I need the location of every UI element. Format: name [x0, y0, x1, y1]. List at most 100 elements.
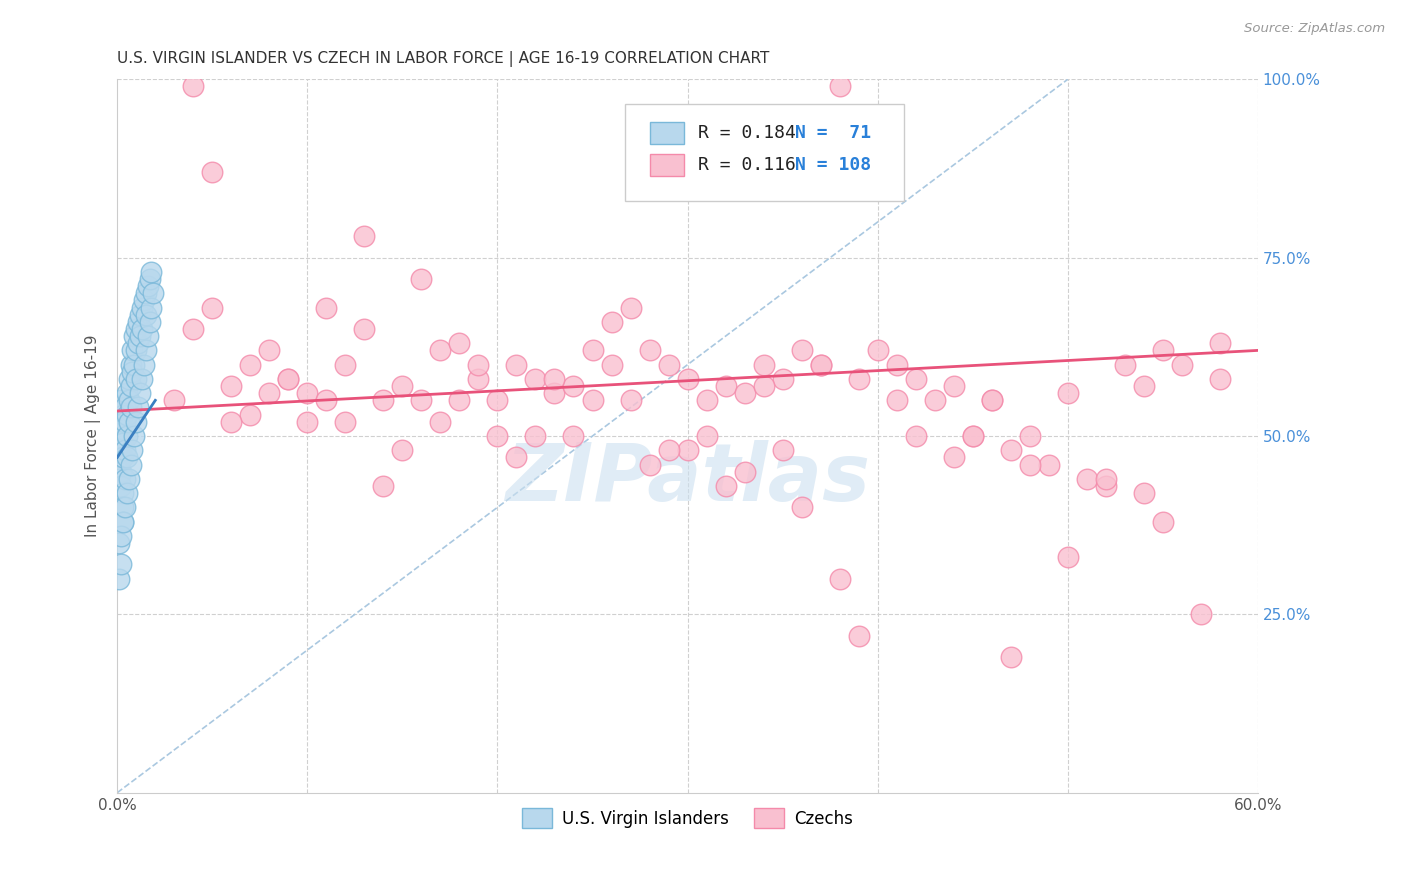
- Point: [1056, 386, 1078, 401]
- Point: [181, 79, 204, 94]
- Point: [772, 443, 794, 458]
- Point: [114, 443, 136, 458]
- Point: [657, 443, 679, 458]
- Point: [411, 393, 433, 408]
- Point: [110, 415, 132, 429]
- Point: [115, 429, 138, 443]
- Point: [142, 286, 165, 301]
- Point: [108, 536, 131, 550]
- Point: [108, 572, 131, 586]
- Point: [810, 358, 832, 372]
- Point: [904, 429, 927, 443]
- Point: [1133, 379, 1156, 393]
- Point: [335, 415, 357, 429]
- Point: [110, 529, 132, 543]
- Point: [848, 629, 870, 643]
- Point: [828, 572, 851, 586]
- Point: [135, 308, 157, 322]
- Point: [600, 358, 623, 372]
- Point: [562, 429, 585, 443]
- Point: [1000, 443, 1022, 458]
- Point: [201, 301, 224, 315]
- Point: [676, 372, 699, 386]
- Point: [181, 322, 204, 336]
- Point: [110, 479, 132, 493]
- Point: [127, 315, 149, 329]
- Point: [714, 479, 737, 493]
- Point: [429, 415, 451, 429]
- Point: [600, 315, 623, 329]
- Point: [120, 401, 142, 415]
- Point: [239, 358, 262, 372]
- Point: [141, 301, 163, 315]
- Point: [115, 450, 138, 465]
- Point: [129, 329, 152, 343]
- Point: [676, 443, 699, 458]
- Point: [108, 429, 131, 443]
- Point: [259, 343, 281, 358]
- Text: N = 108: N = 108: [794, 156, 870, 174]
- Point: [619, 301, 641, 315]
- Point: [131, 322, 153, 336]
- Point: [163, 393, 186, 408]
- Point: [129, 308, 152, 322]
- Text: N =  71: N = 71: [794, 124, 870, 142]
- Point: [904, 372, 927, 386]
- Point: [259, 386, 281, 401]
- Point: [111, 436, 134, 450]
- Y-axis label: In Labor Force | Age 16-19: In Labor Force | Age 16-19: [86, 334, 101, 537]
- Legend: U.S. Virgin Islanders, Czechs: U.S. Virgin Islanders, Czechs: [516, 802, 859, 834]
- Point: [581, 393, 603, 408]
- Point: [129, 386, 152, 401]
- Point: [1189, 607, 1212, 622]
- FancyBboxPatch shape: [624, 104, 904, 201]
- Point: [467, 372, 489, 386]
- Point: [980, 393, 1002, 408]
- Point: [467, 358, 489, 372]
- Point: [111, 450, 134, 465]
- Point: [111, 515, 134, 529]
- Text: U.S. VIRGIN ISLANDER VS CZECH IN LABOR FORCE | AGE 16-19 CORRELATION CHART: U.S. VIRGIN ISLANDER VS CZECH IN LABOR F…: [117, 51, 769, 67]
- Point: [110, 465, 132, 479]
- Point: [524, 429, 547, 443]
- Point: [1018, 458, 1040, 472]
- Point: [1133, 486, 1156, 500]
- Point: [221, 379, 243, 393]
- Point: [886, 393, 908, 408]
- Point: [714, 379, 737, 393]
- Point: [111, 408, 134, 422]
- Point: [942, 450, 965, 465]
- Point: [942, 379, 965, 393]
- Point: [121, 343, 143, 358]
- Point: [114, 500, 136, 515]
- Point: [1076, 472, 1098, 486]
- Point: [1094, 472, 1116, 486]
- Point: [118, 415, 141, 429]
- Point: [543, 372, 565, 386]
- Point: [239, 408, 262, 422]
- Point: [790, 343, 813, 358]
- Point: [125, 322, 148, 336]
- Point: [886, 358, 908, 372]
- Point: [127, 401, 149, 415]
- Point: [315, 393, 337, 408]
- Point: [110, 393, 132, 408]
- Point: [353, 322, 375, 336]
- Point: [1114, 358, 1136, 372]
- Point: [297, 415, 319, 429]
- Point: [125, 343, 148, 358]
- Point: [790, 500, 813, 515]
- Point: [120, 358, 142, 372]
- Point: [221, 415, 243, 429]
- Point: [924, 393, 946, 408]
- Point: [752, 358, 775, 372]
- Point: [315, 301, 337, 315]
- Point: [124, 429, 146, 443]
- Point: [111, 486, 134, 500]
- Point: [1209, 336, 1232, 351]
- Point: [141, 265, 163, 279]
- Point: [1209, 372, 1232, 386]
- Point: [962, 429, 984, 443]
- Point: [136, 279, 159, 293]
- Bar: [650, 122, 685, 144]
